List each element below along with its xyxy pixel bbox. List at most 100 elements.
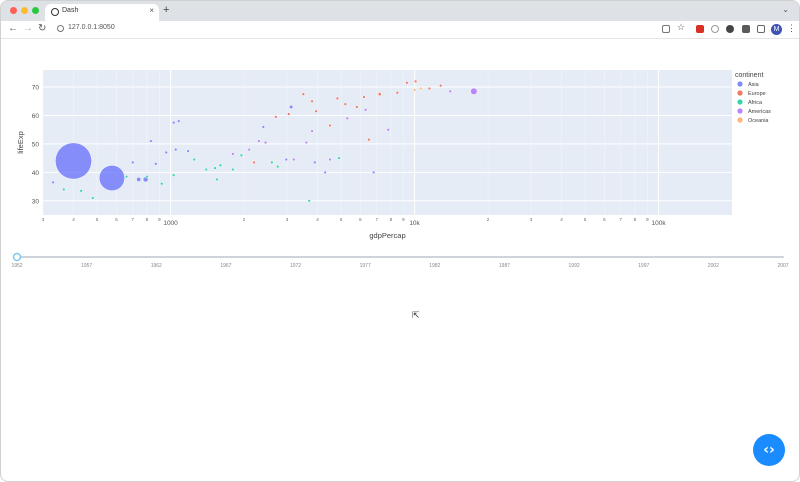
- bubble-americas: [363, 108, 368, 112]
- browser-tab[interactable]: Dash ×: [45, 4, 159, 21]
- y-tick-label: 50: [32, 141, 40, 148]
- tab-search-chevron-icon[interactable]: ⌄: [782, 5, 789, 14]
- x-minor-tick-label: 9: [402, 217, 405, 222]
- year-slider-mark: 2007: [777, 263, 788, 269]
- year-slider-mark: 1972: [290, 263, 301, 269]
- code-toggle-button[interactable]: ‹›: [753, 434, 785, 466]
- y-tick-label: 30: [32, 198, 40, 205]
- legend-marker-africa: [737, 99, 743, 105]
- year-slider-mark: 1977: [360, 263, 371, 269]
- x-minor-tick-label: 7: [376, 217, 379, 222]
- extension-circle-icon[interactable]: [711, 25, 719, 33]
- x-minor-tick-label: 2: [243, 217, 246, 222]
- bubble-africa: [276, 165, 280, 169]
- x-axis-title: gdpPercap: [369, 231, 405, 240]
- year-slider-handle[interactable]: [12, 252, 22, 262]
- bubble-africa: [204, 167, 208, 172]
- bubble-asia: [313, 160, 317, 165]
- bubble-asia: [51, 180, 55, 184]
- year-slider-mark: 1992: [569, 263, 580, 269]
- bubble-africa: [307, 199, 311, 203]
- year-slider-mark: 1957: [81, 263, 92, 269]
- site-info-icon[interactable]: [57, 25, 64, 32]
- bubble-americas: [386, 128, 390, 132]
- bubble-asia: [284, 157, 288, 162]
- bubble-asia: [154, 162, 158, 166]
- tab-close-icon[interactable]: ×: [149, 6, 154, 15]
- bubble-oceania: [419, 86, 423, 91]
- bubble-chart: 30 40 50 60 70 1000 10k 100k 3 4 5 6 7 8 9 2 3 4 5 6 7 8 9 2 3 4 5…: [11, 70, 789, 269]
- bubble-europe: [328, 123, 332, 128]
- bookmark-star-icon[interactable]: ☆: [677, 22, 686, 32]
- x-minor-tick-label: 2: [487, 217, 490, 222]
- x-tick-label: 1000: [163, 220, 178, 227]
- bubble-africa: [91, 196, 95, 200]
- bubble-asia: [323, 170, 327, 175]
- bubble-europe: [377, 92, 382, 97]
- maximize-window-button[interactable]: [32, 7, 39, 14]
- bubble-europe: [405, 81, 409, 85]
- new-tab-button[interactable]: +: [163, 4, 170, 16]
- bubble-asia: [261, 125, 265, 129]
- profile-avatar[interactable]: M: [771, 24, 782, 35]
- browser-menu-icon[interactable]: ⋮: [787, 23, 796, 33]
- bubble-americas: [292, 157, 296, 162]
- bubble-africa: [172, 173, 176, 177]
- forward-arrow-icon[interactable]: →: [23, 23, 33, 34]
- legend-item-africa: Africa: [748, 100, 763, 106]
- year-slider-mark: 1982: [429, 263, 440, 269]
- bubble-europe: [413, 79, 418, 84]
- bubble-asia: [174, 147, 178, 152]
- legend-title: continent: [735, 72, 763, 79]
- y-tick-label: 40: [32, 170, 40, 177]
- bubble-americas: [304, 140, 308, 145]
- bubble-oceania: [412, 88, 417, 92]
- extension-red-icon[interactable]: [696, 25, 704, 33]
- x-minor-tick-label: 3: [530, 217, 533, 222]
- bubble-asia: [372, 170, 376, 175]
- bubble-europe: [355, 105, 359, 109]
- bubble-americas: [231, 152, 235, 156]
- tab-bar: Dash × + ⌄: [1, 1, 799, 21]
- side-panel-icon[interactable]: [757, 25, 765, 33]
- legend-marker-asia: [737, 81, 743, 87]
- bubble-americas: [345, 116, 349, 120]
- back-arrow-icon[interactable]: ←: [8, 23, 18, 34]
- x-minor-tick-label: 7: [132, 217, 135, 222]
- y-tick-label: 60: [32, 113, 40, 120]
- bubble-africa: [62, 187, 66, 192]
- year-slider-mark: 1967: [220, 263, 231, 269]
- bubble-americas: [448, 89, 452, 93]
- year-slider-mark: 2002: [708, 263, 719, 269]
- extension-grid-icon[interactable]: [742, 25, 750, 33]
- x-minor-tick-label: 9: [646, 217, 649, 222]
- bubble-africa: [124, 174, 129, 179]
- bubble-africa: [213, 166, 217, 170]
- legend-marker-europe: [737, 90, 743, 96]
- bubble-europe: [439, 83, 443, 88]
- bubble-africa: [218, 163, 223, 167]
- bubble-europe: [427, 86, 432, 91]
- y-axis-title: lifeExp: [16, 131, 25, 154]
- legend-marker-oceania: [737, 117, 743, 123]
- x-minor-tick-label: 5: [340, 217, 343, 222]
- address-bar[interactable]: 127.0.0.1:8050: [68, 24, 115, 31]
- year-slider-mark: 1952: [11, 263, 22, 269]
- browser-toolbar: ← → ↻ 127.0.0.1:8050 ☆ M ⋮: [1, 21, 799, 39]
- x-minor-tick-label: 6: [359, 217, 362, 222]
- share-icon[interactable]: [662, 25, 670, 33]
- bubble-asia: [149, 139, 153, 143]
- x-minor-tick-label: 4: [72, 217, 75, 222]
- bubble-europe: [310, 99, 314, 103]
- bubble-europe: [287, 112, 291, 116]
- reload-icon[interactable]: ↻: [38, 23, 47, 34]
- x-minor-tick-label: 8: [146, 217, 149, 222]
- minimize-window-button[interactable]: [21, 7, 28, 14]
- bubble-americas: [247, 147, 251, 152]
- close-window-button[interactable]: [10, 7, 17, 14]
- bubble-asia: [136, 177, 142, 182]
- x-minor-tick-label: 8: [634, 217, 637, 222]
- bubble-asia: [98, 165, 125, 192]
- extension-dark-icon[interactable]: [726, 25, 734, 33]
